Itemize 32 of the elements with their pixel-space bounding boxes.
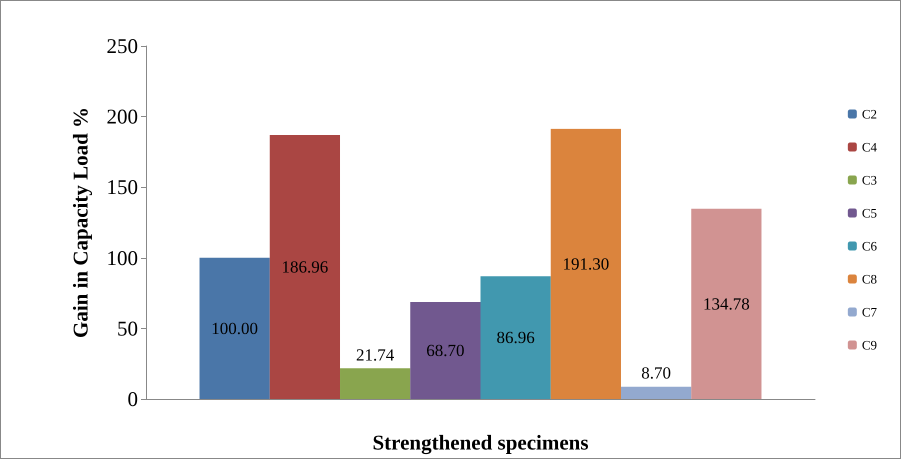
bar	[620, 386, 692, 399]
legend-label: C7	[862, 304, 878, 320]
y-tick-label: 0	[128, 387, 138, 411]
bar	[340, 368, 410, 399]
data-label: 100.00	[211, 318, 258, 338]
legend-label: C4	[862, 140, 878, 154]
data-label: 21.74	[356, 345, 395, 364]
legend-label: C9	[862, 338, 877, 352]
legend-label: C6	[862, 238, 878, 254]
data-label: 86.96	[496, 328, 535, 348]
y-tick-label: 50	[117, 316, 138, 340]
bar	[410, 302, 480, 399]
bar	[270, 135, 340, 399]
bar	[200, 258, 270, 399]
legend-label: C5	[862, 206, 877, 220]
data-label: 186.96	[282, 258, 328, 277]
legend-label: C8	[862, 272, 877, 286]
y-tick-label: 150	[106, 175, 138, 200]
legend-label: C3	[862, 172, 877, 188]
y-tick-label: 200	[106, 104, 138, 129]
data-label: 8.70	[641, 364, 671, 383]
y-tick-label: 100	[106, 246, 138, 270]
bar	[691, 208, 762, 399]
bar	[480, 276, 551, 399]
legend-label: C2	[862, 106, 877, 122]
y-axis-title: Gain in Capacity Load %	[68, 106, 92, 338]
y-tick-label: 250	[106, 34, 138, 58]
data-label: 134.78	[702, 294, 750, 314]
bar	[550, 128, 621, 399]
x-axis-title: Strengthened specimens	[372, 430, 589, 454]
data-label: 68.70	[426, 341, 465, 360]
data-label: 191.30	[562, 254, 610, 274]
